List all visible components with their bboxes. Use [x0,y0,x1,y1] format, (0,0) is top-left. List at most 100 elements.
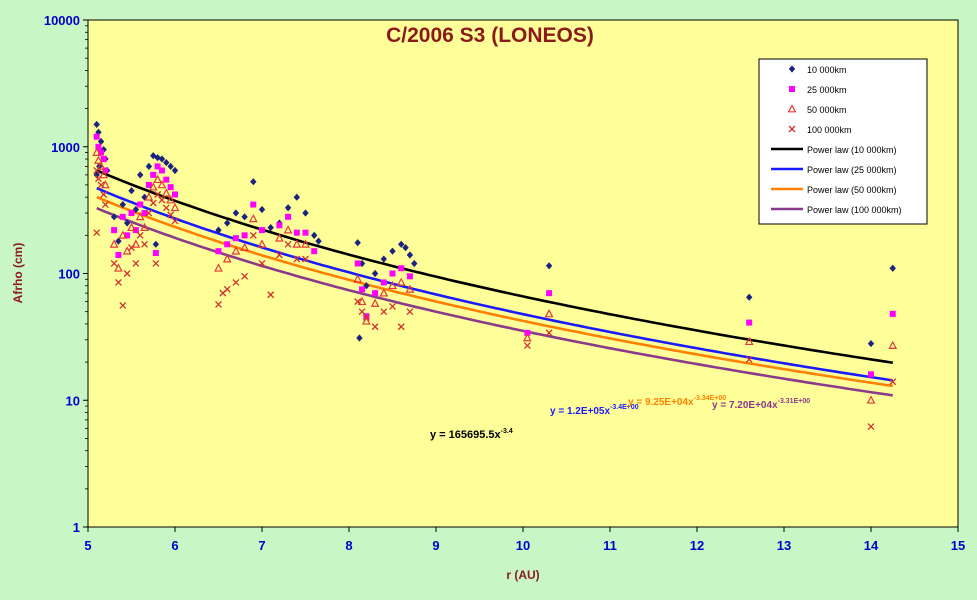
data-point [215,300,222,308]
data-point [163,158,170,167]
data-point [118,230,128,239]
data-point [293,255,301,263]
data-point [93,120,100,129]
data-points [92,120,898,431]
data-point [132,260,140,267]
data-point [102,167,109,174]
data-point [746,319,753,326]
y-tick-label: 10000 [44,13,80,28]
data-point [275,251,283,259]
data-point [141,210,148,217]
data-point [141,240,149,248]
data-point [302,255,309,263]
x-tick-label: 11 [603,538,617,553]
data-point [241,232,248,239]
data-point [145,181,152,188]
data-point [250,201,257,208]
data-point [866,395,876,404]
data-point [358,308,366,316]
data-point [93,133,100,140]
data-point [172,191,178,198]
data-point [110,260,118,267]
data-point [284,240,292,248]
trendline-equations: y = 165695.5x-3.4y = 1.2E+05x-3.4E+00y =… [430,395,810,441]
data-point [311,248,318,255]
legend-label: 10 000km [807,65,847,75]
data-point [524,329,531,336]
data-point [145,209,153,217]
data-point [167,211,175,219]
data-point [241,272,249,280]
data-point [215,248,222,255]
data-point [94,175,102,183]
trendline-equation: y = 7.20E+04x-3.31E+00 [712,398,810,411]
data-point [114,263,123,272]
data-point [389,247,396,255]
data-point [158,155,166,163]
data-point [119,200,126,209]
trendline [96,169,893,364]
data-point [222,254,232,263]
x-tick-label: 5 [84,538,91,553]
data-point [398,240,405,248]
data-point [241,213,248,221]
data-point [258,260,266,267]
data-point [357,296,367,306]
y-tick-label: 1000 [51,140,80,155]
data-point [224,219,231,227]
data-point [248,213,258,223]
data-point [744,336,754,346]
data-point [153,174,162,184]
data-point [276,222,283,229]
data-point [311,231,318,239]
data-point [362,316,371,325]
data-point [135,211,145,221]
legend-marker [789,86,795,92]
data-point [406,308,414,316]
data-point [163,176,170,183]
data-point [170,202,180,212]
data-point [128,187,135,195]
data-point [363,313,370,320]
data-point [293,229,300,236]
data-point [124,232,131,239]
legend-label: 100 000km [807,125,852,135]
data-point [98,149,105,156]
data-point [398,265,405,272]
data-point [285,213,292,220]
data-point [353,274,363,283]
data-point [100,191,108,198]
x-tick-label: 15 [951,538,965,553]
x-tick-label: 6 [171,538,178,553]
data-point [388,280,397,290]
data-point [123,270,131,277]
data-point [96,161,106,170]
data-point [145,162,153,170]
data-point [101,180,110,189]
data-point [154,191,162,198]
data-point [128,210,135,217]
x-tick-label: 7 [258,538,265,553]
data-point [94,155,103,164]
data-point [523,342,531,350]
data-point [150,152,157,160]
data-point [359,286,366,293]
data-point [889,378,897,386]
data-point [371,323,379,331]
data-point [258,205,266,214]
data-point [380,255,387,263]
data-point [100,156,107,163]
data-point [292,239,302,248]
data-point [362,313,370,321]
data-point [545,329,553,337]
data-point [397,323,405,331]
trendline-equation: y = 1.2E+05x-3.4E+00 [550,404,639,417]
data-point [406,273,413,280]
data-point [115,251,122,258]
data-point [250,178,257,186]
data-point [868,371,874,378]
data-point [746,293,753,301]
legend-label: Power law (100 000km) [807,205,902,215]
data-point [97,181,105,189]
data-point [115,237,122,245]
